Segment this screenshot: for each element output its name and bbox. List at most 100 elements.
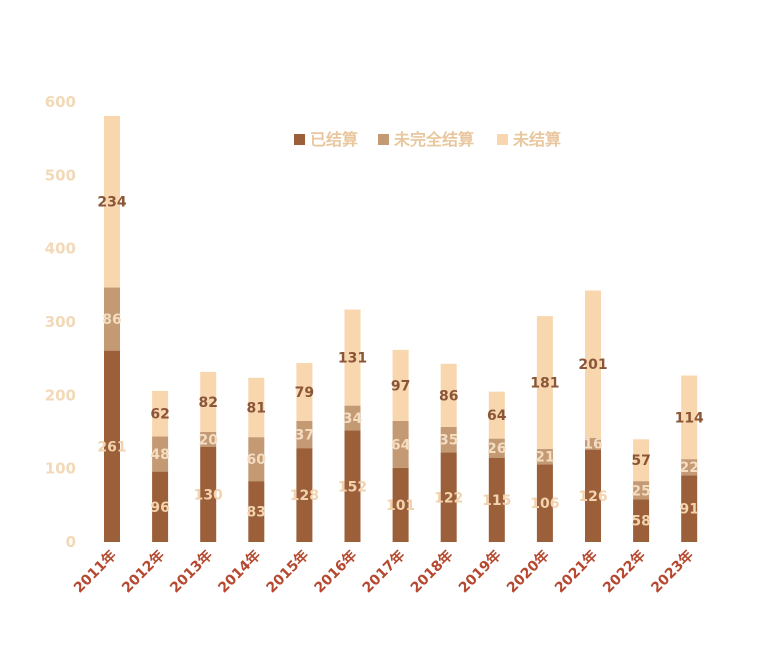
bar-segment bbox=[152, 436, 169, 472]
y-tick-label: 200 bbox=[45, 386, 76, 404]
data-label: 101 bbox=[386, 498, 415, 514]
data-label: 57 bbox=[631, 453, 650, 469]
x-tick-label: 2023年 bbox=[648, 547, 697, 596]
legend-swatch bbox=[378, 134, 389, 145]
bar-segment bbox=[344, 309, 361, 406]
legend: 已结算 未完全结算 未结算 bbox=[294, 130, 561, 149]
data-label: 128 bbox=[290, 488, 319, 504]
y-tick-label: 600 bbox=[45, 93, 76, 111]
bar-segment bbox=[392, 421, 409, 468]
x-tick-label: 2016年 bbox=[311, 547, 360, 596]
data-label: 62 bbox=[150, 407, 169, 423]
x-tick-label: 2017年 bbox=[359, 547, 408, 596]
data-label: 152 bbox=[338, 479, 367, 495]
bar-segment bbox=[152, 471, 169, 542]
x-tick-label: 2022年 bbox=[599, 547, 648, 596]
bar-segment bbox=[488, 457, 505, 542]
legend-swatch bbox=[497, 134, 508, 145]
data-label: 21 bbox=[535, 450, 554, 466]
data-label: 58 bbox=[631, 514, 650, 530]
bar-segment bbox=[104, 115, 120, 288]
bar-segment bbox=[536, 448, 553, 465]
y-tick-label: 100 bbox=[45, 460, 76, 478]
bar-segment bbox=[152, 390, 169, 437]
data-label: 82 bbox=[198, 395, 217, 411]
data-label: 20 bbox=[198, 432, 218, 448]
bar-segment bbox=[681, 459, 698, 476]
x-tick-label: 2012年 bbox=[118, 547, 167, 596]
data-label: 22 bbox=[679, 460, 698, 476]
y-tick-label: 400 bbox=[45, 240, 76, 258]
bar-segment bbox=[440, 426, 457, 453]
data-label: 126 bbox=[578, 489, 607, 505]
bar-segment bbox=[200, 371, 217, 432]
bar-segment bbox=[392, 349, 409, 421]
bar-segment bbox=[296, 363, 313, 421]
x-tick-label: 2020年 bbox=[503, 547, 552, 596]
x-tick-label: 2014年 bbox=[215, 547, 264, 596]
bar-segment bbox=[248, 481, 265, 542]
data-label: 115 bbox=[482, 493, 511, 509]
bar-segment bbox=[248, 437, 265, 482]
data-label: 91 bbox=[679, 502, 698, 518]
bar-segment bbox=[585, 449, 601, 542]
bar-series: 261 86 234 96 48 62 130 20 82 83 60 81 128 37 79 152 34 1… bbox=[97, 115, 704, 542]
data-label: 64 bbox=[487, 408, 507, 424]
data-label: 83 bbox=[247, 505, 266, 521]
data-label: 16 bbox=[583, 437, 602, 453]
bar-segment bbox=[633, 481, 650, 500]
y-tick-label: 0 bbox=[66, 533, 76, 551]
bar-segment bbox=[681, 475, 698, 542]
bar-segment bbox=[681, 375, 698, 460]
bar-segment bbox=[440, 452, 457, 542]
x-tick-label: 2019年 bbox=[455, 547, 504, 596]
data-label: 86 bbox=[439, 388, 458, 404]
x-tick-label: 2015年 bbox=[263, 547, 312, 596]
x-tick-label: 2013年 bbox=[167, 547, 216, 596]
legend-swatch bbox=[294, 134, 305, 145]
x-tick-label: 2011年 bbox=[70, 547, 119, 596]
bar-segment bbox=[344, 405, 361, 431]
bar-segment bbox=[536, 464, 553, 542]
x-axis: 2011年 2012年 2013年 2014年 2015年 2016年 2017年 2018年… bbox=[70, 547, 697, 596]
data-label: 130 bbox=[194, 487, 223, 503]
bar-segment bbox=[344, 430, 361, 542]
data-label: 60 bbox=[247, 452, 267, 468]
data-label: 261 bbox=[97, 439, 126, 455]
data-label: 131 bbox=[338, 351, 367, 367]
bar-segment bbox=[296, 421, 313, 449]
bar-segment bbox=[633, 439, 650, 482]
legend-label: 已结算 bbox=[310, 130, 358, 149]
data-label: 122 bbox=[434, 490, 463, 506]
data-label: 37 bbox=[295, 428, 314, 444]
bar-segment bbox=[536, 316, 553, 449]
data-label: 114 bbox=[675, 410, 704, 426]
data-label: 25 bbox=[631, 483, 650, 499]
y-axis: 0 100 200 300 400 500 600 bbox=[45, 93, 76, 551]
data-label: 34 bbox=[343, 411, 363, 427]
bar-segment bbox=[104, 287, 120, 351]
bar-segment bbox=[248, 377, 265, 438]
data-label: 26 bbox=[487, 441, 506, 457]
y-tick-label: 500 bbox=[45, 166, 76, 184]
data-label: 81 bbox=[247, 400, 266, 416]
data-label: 181 bbox=[530, 376, 559, 392]
bar-segment bbox=[104, 350, 120, 542]
x-tick-label: 2021年 bbox=[551, 547, 600, 596]
bar-segment bbox=[200, 446, 217, 542]
data-label: 86 bbox=[102, 312, 121, 328]
legend-label: 未结算 bbox=[512, 130, 561, 149]
data-label: 79 bbox=[295, 385, 314, 401]
data-label: 64 bbox=[391, 437, 411, 453]
data-label: 234 bbox=[97, 195, 126, 211]
bar-segment bbox=[200, 432, 217, 447]
bar-segment bbox=[585, 437, 601, 450]
data-label: 106 bbox=[530, 496, 559, 512]
data-label: 201 bbox=[578, 357, 607, 373]
legend-label: 未完全结算 bbox=[393, 130, 474, 149]
data-label: 96 bbox=[150, 500, 169, 516]
bar-segment bbox=[488, 391, 505, 439]
data-label: 48 bbox=[150, 447, 169, 463]
